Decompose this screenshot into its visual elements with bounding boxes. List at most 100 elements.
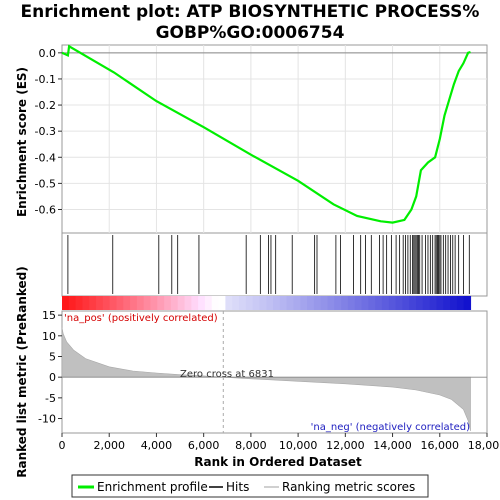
gradient-segment [313,296,322,310]
gradient-segment [416,296,424,310]
chart-title-line-2: GOBP%GO:0006754 [155,23,345,43]
gradient-segment [456,296,465,310]
es-y-tick-label: -0.4 [35,151,56,164]
x-tick-label: 12,000 [326,439,365,452]
gradient-segment [361,296,369,310]
gradient-segment [130,296,138,310]
gradient-segment [245,296,254,310]
gradient-segment [300,296,308,310]
x-tick-label: 8,000 [235,439,267,452]
gradient-segment [388,296,397,310]
gradient-segment [170,296,179,310]
gradient-segment [218,296,226,310]
gradient-segment [266,296,274,310]
gradient-segment [279,296,288,310]
gradient-segment [198,296,206,310]
es-y-tick-label: -0.6 [35,204,56,217]
gradient-segment [334,296,342,310]
zero-cross-label: Zero cross at 6831 [180,369,274,380]
x-tick-label: 18,000 [468,439,500,452]
ranking-gradient-bar [62,296,472,310]
gradient-segment [443,296,451,310]
ranking-metric-area [61,327,471,431]
gradient-segment [273,296,281,310]
x-tick-label: 16,000 [421,439,460,452]
legend-enrichment-label: Enrichment profile [97,480,208,494]
enrichment-profile-line [61,44,471,224]
es-y-axis-label: Enrichment score (ES) [15,67,29,217]
gradient-segment [68,296,77,310]
gradient-segment [354,296,363,310]
x-tick-label: 6,000 [188,439,220,452]
gradient-segment [82,296,90,310]
gradient-segment [341,296,349,310]
metric-y-tick-label: 5 [49,350,56,363]
gradient-segment [422,296,431,310]
gradient-segment [204,296,213,310]
es-y-tick-label: 0.0 [39,47,57,60]
es-y-tick-label: -0.3 [35,125,56,138]
gradient-segment [109,296,118,310]
x-tick-label: 0 [59,439,66,452]
gradient-segment [184,296,192,310]
gradient-segment [252,296,261,310]
metric-y-tick-label: 15 [42,309,56,322]
metric-y-tick-label: 0 [49,371,56,384]
gradient-segment [375,296,383,310]
gradient-segment [177,296,186,310]
gradient-segment [381,296,390,310]
gradient-segment [409,296,417,310]
x-tick-label: 14,000 [373,439,412,452]
legend-ranking-label: Ranking metric scores [282,480,415,494]
gradient-segment [157,296,165,310]
gradient-segment [225,296,233,310]
gradient-segment [293,296,301,310]
gradient-segment [150,296,158,310]
gradient-segment [232,296,240,310]
x-tick-label: 10,000 [279,439,318,452]
gradient-segment [143,296,152,310]
gradient-segment [463,296,472,310]
negative-correlation-label: 'na_neg' (negatively correlated) [311,422,470,433]
gradient-segment [136,296,145,310]
gradient-segment [164,296,172,310]
legend-box [71,474,429,498]
metric-y-axis-label: Ranked list metric (PreRanked) [15,266,29,478]
hits-panel-frame [61,232,488,297]
positive-correlation-label: 'na_pos' (positively correlated) [64,313,218,324]
gradient-segment [62,296,70,310]
gradient-segment [347,296,356,310]
gradient-segment [116,296,124,310]
gradient-segment [239,296,247,310]
gradient-segment [320,296,329,310]
gradient-segment [123,296,131,310]
gradient-segment [89,296,97,310]
gradient-segment [211,296,220,310]
es-y-tick-label: -0.1 [35,73,56,86]
gradient-segment [368,296,376,310]
legend-hits-label: Hits [226,480,249,494]
x-tick-label: 2,000 [93,439,125,452]
gradient-segment [75,296,84,310]
gradient-segment [259,296,267,310]
gradient-segment [102,296,111,310]
gradient-segment [450,296,458,310]
gradient-segment [307,296,315,310]
gradient-segment [402,296,410,310]
metric-y-tick-label: -5 [45,392,56,405]
gradient-segment [327,296,335,310]
es-panel-frame [61,44,488,234]
gradient-segment [429,296,438,310]
x-axis-label: Rank in Ordered Dataset [194,455,362,469]
gradient-segment [191,296,199,310]
chart-title-line-1: Enrichment plot: ATP BIOSYNTHETIC PROCES… [20,2,480,22]
metric-y-tick-label: 10 [42,330,56,343]
gradient-segment [436,296,444,310]
gradient-segment [395,296,403,310]
es-y-tick-label: -0.5 [35,177,56,190]
gradient-segment [286,296,295,310]
es-y-tick-label: -0.2 [35,99,56,112]
gradient-segment [96,296,104,310]
x-tick-label: 4,000 [141,439,173,452]
